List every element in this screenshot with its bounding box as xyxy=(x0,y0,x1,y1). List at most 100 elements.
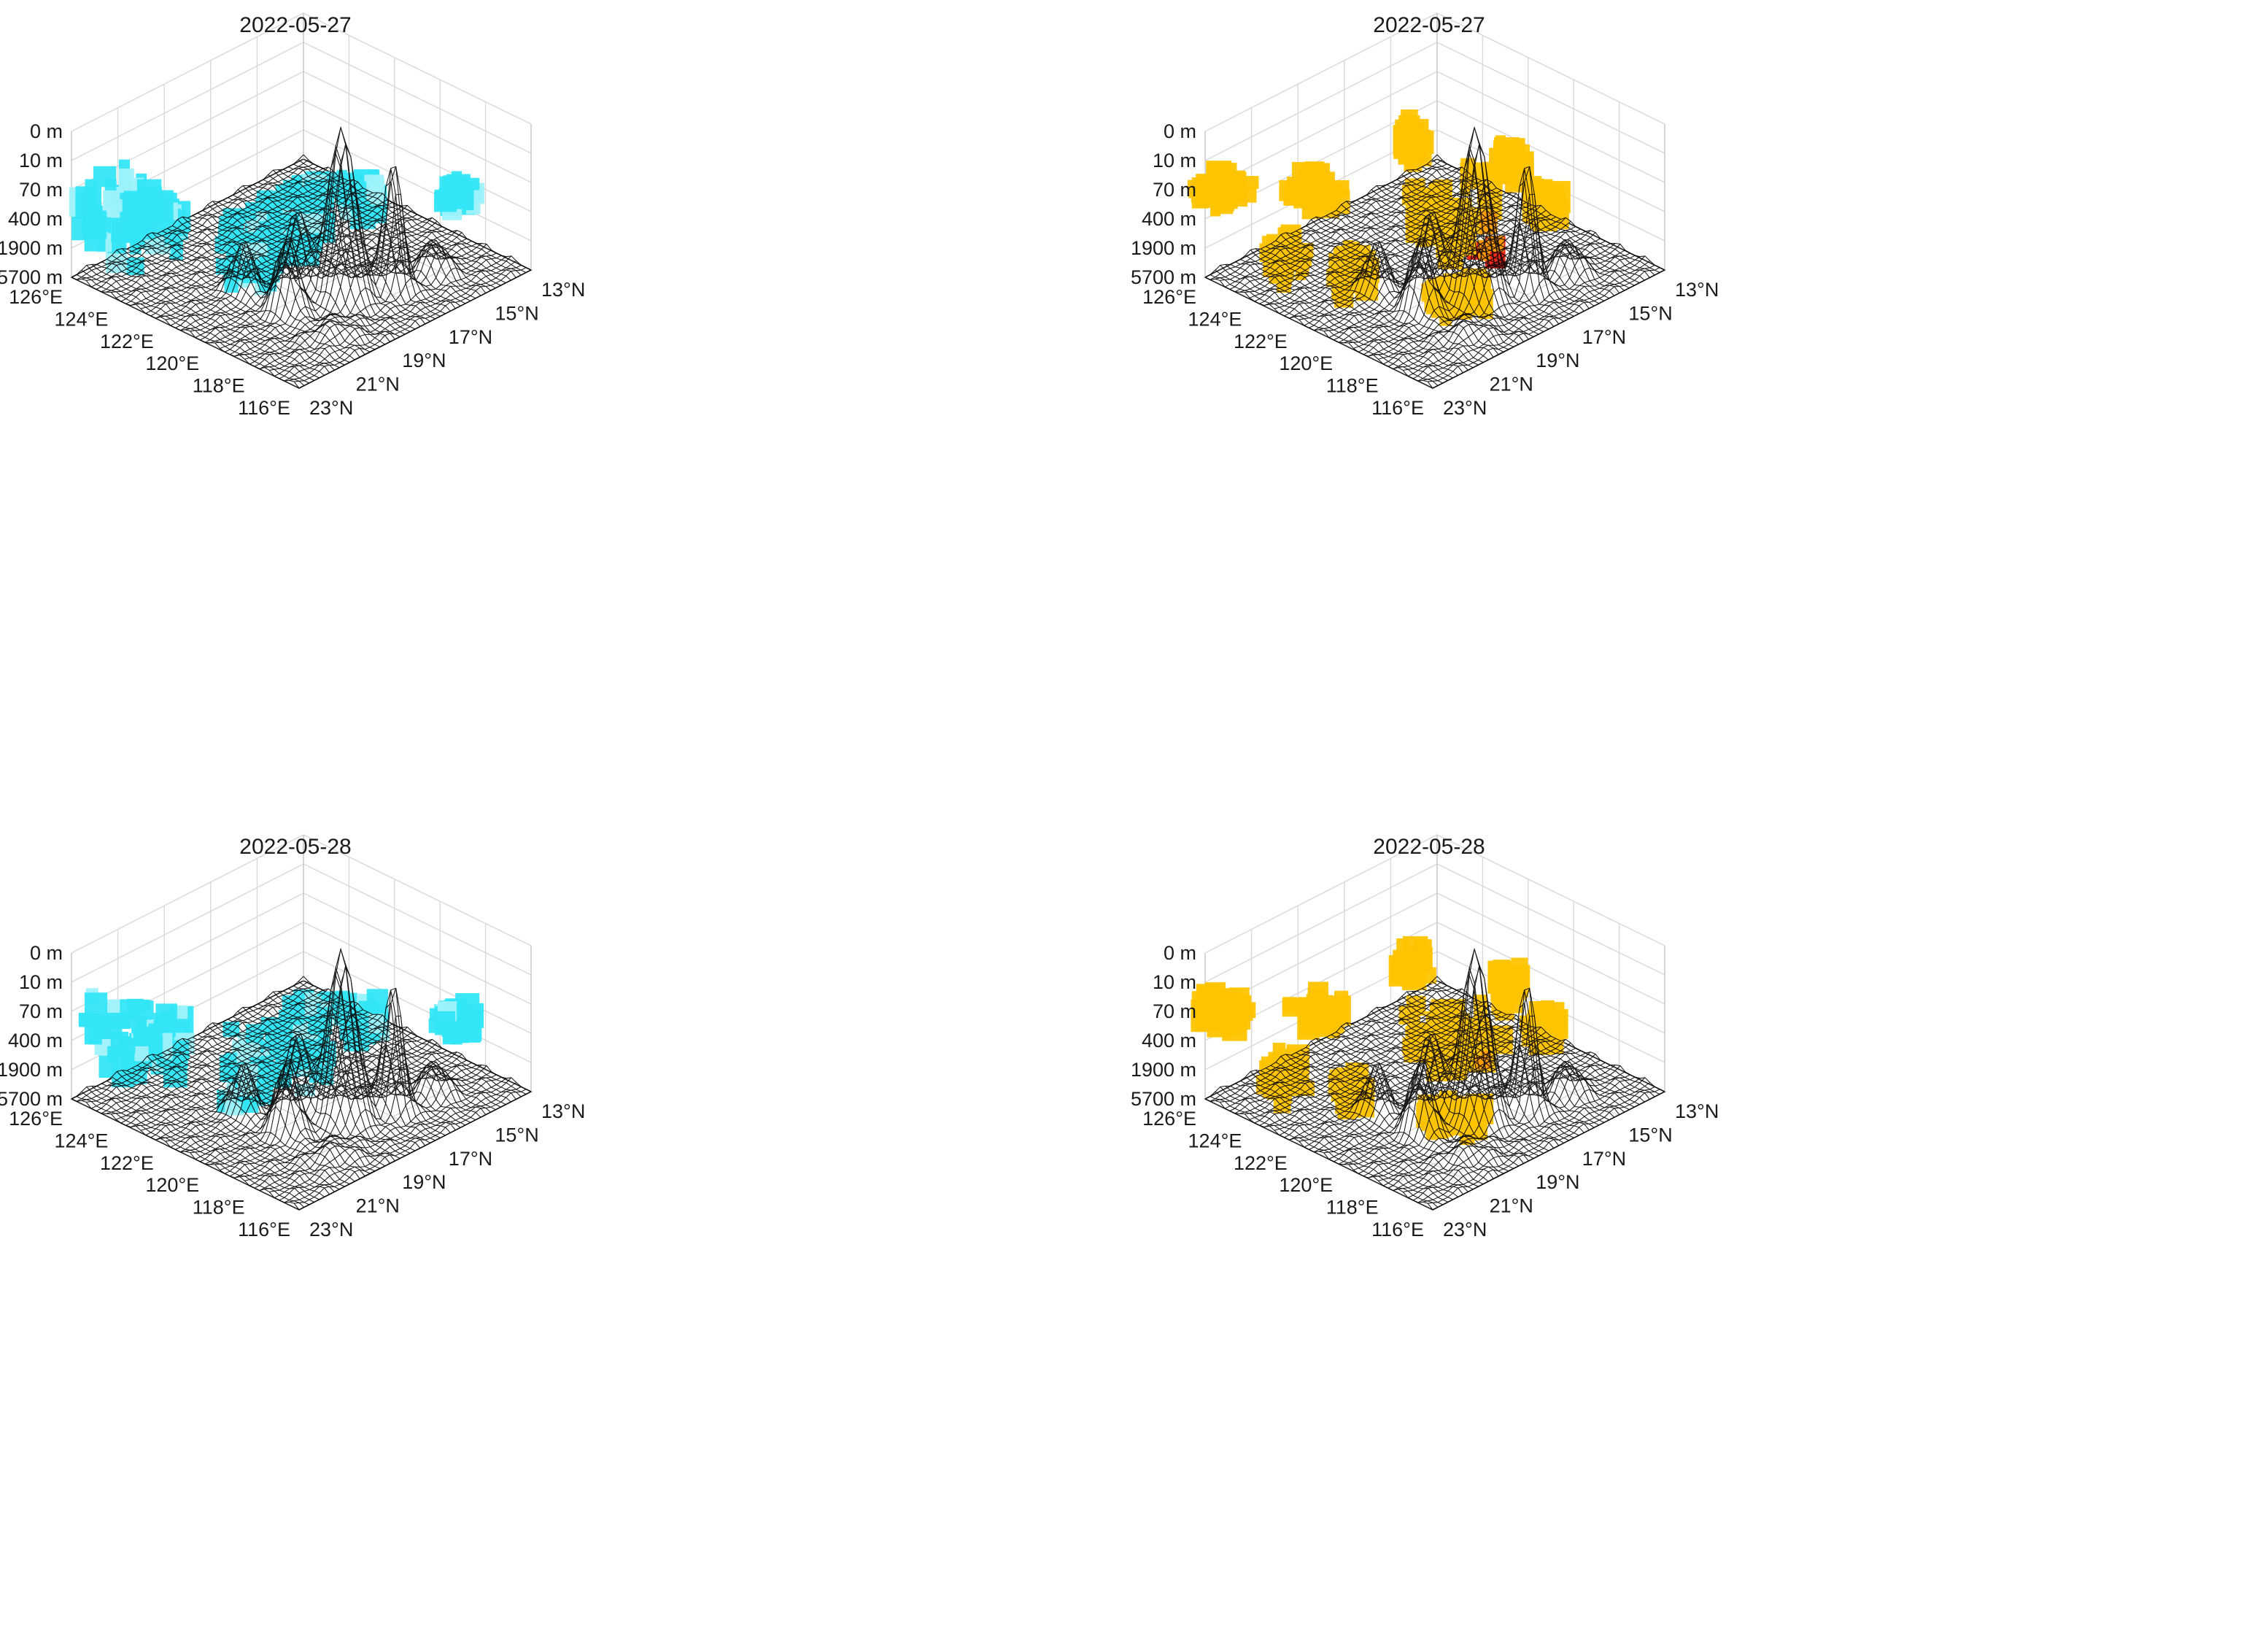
p3-voxel xyxy=(118,1038,136,1054)
p2-mesh-line-lat xyxy=(1204,277,1433,389)
p1-mesh-line-lat xyxy=(112,255,340,368)
p2-mesh-line-lat xyxy=(1426,163,1655,276)
p4-lon-floor-line xyxy=(1387,1068,1619,1189)
p3-lon-tick-label: 122°E xyxy=(100,1152,154,1174)
p1-mesh-line-lat xyxy=(303,154,532,271)
p2-mesh-line-lat xyxy=(1366,194,1595,306)
p3-mesh-line-lat xyxy=(222,1021,451,1133)
p3-mesh-line-lat xyxy=(107,1080,335,1192)
p2-z-tick-label: 70 m xyxy=(1153,179,1196,201)
p3-mesh-line-lat xyxy=(116,1071,345,1187)
p4-mesh-line-lat xyxy=(1270,1065,1499,1176)
p3-lon-tick-label: 120°E xyxy=(145,1174,199,1196)
p2-mesh-line-lat xyxy=(1412,169,1640,284)
p3-mesh-line-lat xyxy=(283,990,511,1103)
chart-panel-1: 2022-05-27 0 m 10 m 70 m 400 m 1900 m 5700 m 12… xyxy=(0,0,1134,822)
p1-mesh-line-lat xyxy=(142,240,371,352)
p3-mesh-line-lat xyxy=(76,1096,305,1208)
p2-mesh-line-lat xyxy=(1215,269,1444,384)
p1-mesh-line-lat xyxy=(131,246,360,358)
p1-mesh-line-lat xyxy=(192,192,421,327)
p1-lat-tick-label: 21°N xyxy=(356,374,400,395)
chart-panel-4: 2022-05-28 0 m 10 m 70 m 400 m 1900 m 5700 m 12… xyxy=(1131,822,2267,1643)
p1-mesh-line-lat xyxy=(101,261,330,374)
p2-mesh-line-lat xyxy=(1225,263,1453,379)
p3-mesh-line-lat xyxy=(101,1083,330,1195)
p4-mesh-line-lat xyxy=(1436,976,1665,1092)
p1-voxel xyxy=(118,168,134,193)
p4-mesh-line-lat xyxy=(1315,947,1544,1154)
p2-title: 2022-05-27 xyxy=(1373,13,1485,37)
p2-mesh-line-lat xyxy=(1280,234,1509,350)
p1-mesh-line-lat xyxy=(197,212,426,325)
p4-mesh-line-lat xyxy=(1285,1054,1514,1169)
p4-mesh-line-lat xyxy=(1265,1068,1494,1179)
p4-mesh-line-lat xyxy=(1431,981,1660,1095)
p2-mesh-line-lat xyxy=(1230,263,1458,376)
p2-voxel xyxy=(1403,142,1421,159)
p3-mesh-line-lat xyxy=(242,1007,471,1123)
p1-voxel xyxy=(75,186,102,219)
p2-lon-tick-label: 126°E xyxy=(1142,286,1196,308)
p2-lon-tick-label: 120°E xyxy=(1279,352,1333,374)
p2-mesh-line-lat xyxy=(1386,184,1615,296)
p3-voxel xyxy=(457,1003,471,1037)
p4-mesh-line-lat xyxy=(1240,1080,1468,1192)
p1-z-tick-label: 0 m xyxy=(30,120,63,142)
p3-voxel xyxy=(84,1014,101,1045)
p2-mesh-line-lat xyxy=(1310,152,1539,335)
p4-mesh-line-lat xyxy=(1336,1031,1564,1143)
p3-mesh-line-lat xyxy=(202,1031,430,1143)
p1-mesh-line-lat xyxy=(232,194,461,306)
p4-mesh-line-lat xyxy=(1275,1062,1504,1174)
p2-mesh-line-lat xyxy=(1320,144,1549,330)
p4-voxel xyxy=(1301,1012,1318,1029)
p4-mesh-line-lat xyxy=(1406,991,1635,1108)
p4-mesh-line-lat xyxy=(1346,989,1574,1138)
p4-mesh-line-lat xyxy=(1230,1085,1458,1197)
p4-mesh-line-lat xyxy=(1250,1071,1479,1187)
p4-lon-tick-label: 124°E xyxy=(1188,1130,1242,1151)
p3-lon-floor-line xyxy=(207,1046,441,1166)
p4-mesh-line-lat xyxy=(1280,1056,1509,1172)
p4-lon-tick-label: 118°E xyxy=(1326,1197,1379,1219)
p1-lat-tick-label: 15°N xyxy=(495,302,538,324)
p3-mesh-line-lat xyxy=(187,965,416,1151)
p3-lon-tick-label: 126°E xyxy=(9,1108,63,1130)
p1-lon-tick-label: 122°E xyxy=(100,331,154,352)
p3-mesh-line-lat xyxy=(81,1091,310,1205)
p2-voxel xyxy=(1488,158,1501,176)
p4-lat-tick-label: 15°N xyxy=(1628,1124,1672,1146)
p1-lat-tick-label: 13°N xyxy=(541,279,585,301)
p3-voxel xyxy=(222,1022,240,1038)
p1-voxel xyxy=(133,209,155,240)
p1-mesh-line-lat xyxy=(152,232,380,347)
p4-mesh-line-lat xyxy=(1412,991,1640,1105)
p1-lon-tick-label: 120°E xyxy=(145,352,199,374)
p4-mesh-line-lon xyxy=(1204,976,1438,1100)
p1-mesh-line-lat xyxy=(288,166,516,278)
p4-lat-tick-label: 21°N xyxy=(1490,1195,1533,1217)
p4-lat-tick-label: 19°N xyxy=(1536,1171,1579,1193)
p1-mesh-line-lat xyxy=(207,204,436,320)
p3-lat-tick-label: 13°N xyxy=(541,1100,585,1122)
p1-mesh-line-lat xyxy=(96,263,325,376)
p3-lat-tick-label: 17°N xyxy=(449,1148,492,1170)
p2-voxel xyxy=(1395,119,1418,142)
p1-voxel xyxy=(449,178,471,204)
p4-mesh-line-lat xyxy=(1215,1091,1444,1205)
p2-mesh-line-lat xyxy=(1422,166,1650,278)
p4-voxel xyxy=(1201,987,1212,1015)
p2-mesh-line-lat xyxy=(1250,250,1479,366)
p1-lon-tick-label: 118°E xyxy=(193,375,245,397)
p2-mesh-line-lat xyxy=(1270,243,1499,355)
p3-lat-floor-line xyxy=(163,1051,392,1163)
p2-lon-floor-line xyxy=(1387,247,1619,367)
p4-z-tick-label: 0 m xyxy=(1164,942,1196,964)
p4-voxel xyxy=(1497,970,1522,1002)
p1-mesh-line-lat xyxy=(162,213,390,342)
p3-mesh-line-lat xyxy=(131,1068,360,1179)
p1-lat-tick-label: 17°N xyxy=(449,326,492,348)
